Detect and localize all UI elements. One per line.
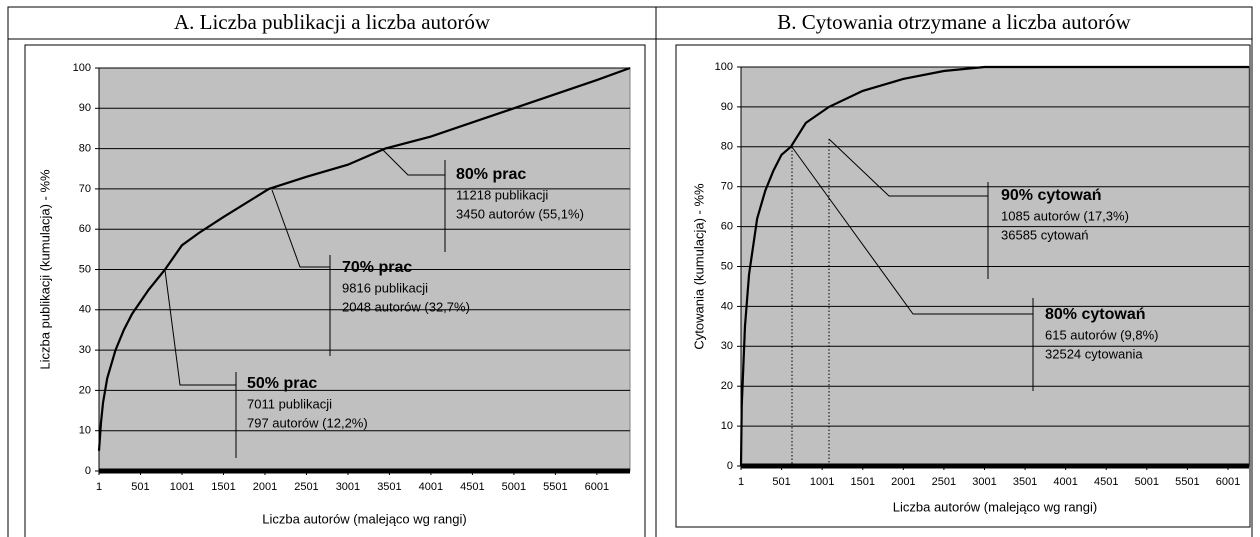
y-tick-label: 0 <box>727 460 733 472</box>
annotation-text: 2048 autorów (32,7%) <box>342 299 470 314</box>
y-tick-label: 40 <box>79 304 91 316</box>
y-axis-label: Cytowania (kumulacja) - %% <box>691 183 706 350</box>
x-tick-label: 2501 <box>932 476 956 488</box>
x-axis-label: Liczba autorów (malejąco wg rangi) <box>262 511 466 526</box>
callout-line <box>271 189 330 268</box>
x-tick-label: 1001 <box>810 476 834 488</box>
y-tick-label: 60 <box>79 223 91 235</box>
y-tick-label: 90 <box>79 102 91 114</box>
x-tick-label: 1501 <box>211 481 235 493</box>
x-tick-label: 1 <box>738 476 744 488</box>
annotation-text: 797 autorów (12,2%) <box>247 415 368 430</box>
y-tick-label: 30 <box>79 344 91 356</box>
annotation-text: 36585 cytowań <box>1001 227 1088 242</box>
x-tick-label: 5001 <box>502 481 526 493</box>
callout-line <box>164 269 236 386</box>
data-line <box>739 65 1249 467</box>
y-axis-label: Liczba publikacji (kumulacja) - %% <box>37 169 52 370</box>
x-tick-label: 1501 <box>851 476 875 488</box>
y-tick-label: 50 <box>721 260 733 272</box>
annotation-title: 70% prac <box>342 259 412 276</box>
x-tick-label: 3501 <box>1013 476 1037 488</box>
x-tick-label: 5001 <box>1135 476 1159 488</box>
annotation-text: 9816 publikacji <box>342 280 428 295</box>
annotation-text: 3450 autorów (55,1%) <box>456 206 584 221</box>
table-border <box>7 6 1253 537</box>
annotation-text: 7011 publikacji <box>247 396 332 411</box>
annotation-title: 80% cytowań <box>1045 306 1145 323</box>
y-tick-label: 20 <box>721 380 733 392</box>
x-tick-label: 4501 <box>1094 476 1118 488</box>
chart-title: B. Cytowania otrzymane a liczba autorów <box>777 10 1131 34</box>
annotation-title: 80% prac <box>456 166 526 183</box>
x-tick-label: 4001 <box>419 481 443 493</box>
annotation-text: 32524 cytowania <box>1045 346 1143 361</box>
y-tick-label: 80 <box>721 141 733 153</box>
x-tick-label: 5501 <box>543 481 567 493</box>
x-tick-label: 4001 <box>1053 476 1077 488</box>
callout-line <box>828 138 988 197</box>
y-tick-label: 70 <box>79 183 91 195</box>
x-tick-label: 5501 <box>1175 476 1199 488</box>
y-tick-label: 20 <box>79 384 91 396</box>
callout-line <box>791 146 1033 315</box>
y-tick-label: 50 <box>79 263 91 275</box>
y-tick-label: 70 <box>721 181 733 193</box>
y-tick-label: 100 <box>73 62 91 74</box>
y-tick-label: 10 <box>79 425 91 437</box>
x-tick-label: 3001 <box>336 481 360 493</box>
y-tick-label: 100 <box>715 61 733 73</box>
x-tick-label: 3501 <box>377 481 401 493</box>
y-tick-label: 60 <box>721 221 733 233</box>
y-tick-label: 0 <box>85 465 91 477</box>
x-tick-label: 1001 <box>170 481 194 493</box>
x-axis-label: Liczba autorów (malejąco wg rangi) <box>893 499 1097 514</box>
y-tick-label: 40 <box>721 300 733 312</box>
annotation-title: 90% cytowań <box>1001 187 1101 204</box>
x-tick-label: 2001 <box>891 476 915 488</box>
callout-line <box>382 149 445 176</box>
x-tick-label: 2501 <box>294 481 318 493</box>
y-tick-label: 80 <box>79 143 91 155</box>
x-tick-label: 2001 <box>253 481 277 493</box>
y-tick-label: 10 <box>721 420 733 432</box>
data-line <box>97 66 631 451</box>
x-tick-label: 501 <box>131 481 149 493</box>
annotation-text: 11218 publikacji <box>456 187 548 202</box>
annotation-text: 615 autorów (9,8%) <box>1045 327 1158 342</box>
x-tick-label: 3001 <box>972 476 996 488</box>
x-tick-label: 4501 <box>460 481 484 493</box>
y-tick-label: 30 <box>721 340 733 352</box>
x-tick-label: 6001 <box>1216 476 1240 488</box>
x-tick-label: 6001 <box>585 481 609 493</box>
x-tick-label: 501 <box>772 476 790 488</box>
annotation-title: 50% prac <box>247 375 317 392</box>
chart-title: A. Liczba publikacji a liczba autorów <box>174 10 491 34</box>
x-tick-label: 1 <box>96 481 102 493</box>
y-tick-label: 90 <box>721 101 733 113</box>
annotation-text: 1085 autorów (17,3%) <box>1001 208 1129 223</box>
